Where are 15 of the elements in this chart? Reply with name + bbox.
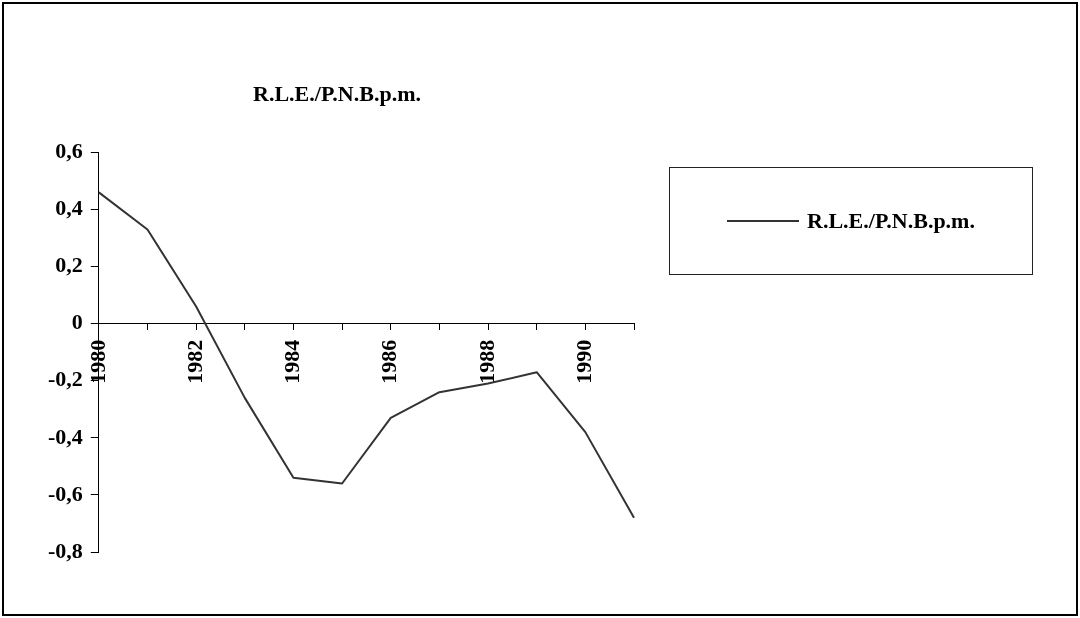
y-tick-label: -0,4	[48, 423, 83, 449]
y-tick-label: -0,8	[48, 537, 83, 563]
x-tick-label: 1988	[473, 339, 499, 384]
y-tick-label: 0,6	[55, 138, 83, 164]
legend-label: R.L.E./P.N.B.p.m.	[807, 208, 975, 234]
x-tick-label: 1986	[376, 339, 402, 384]
x-tick-label: 1984	[279, 339, 305, 384]
y-tick-label: 0,2	[55, 252, 83, 278]
y-tick-label: 0	[71, 309, 83, 335]
y-tick-label: -0,6	[48, 480, 83, 506]
chart-title: R.L.E./P.N.B.p.m.	[253, 80, 421, 106]
y-tick-label: 0,4	[55, 195, 83, 221]
x-tick-label: 1990	[571, 339, 597, 384]
y-tick-label: -0,2	[48, 366, 83, 392]
x-tick-label: 1982	[181, 339, 207, 384]
